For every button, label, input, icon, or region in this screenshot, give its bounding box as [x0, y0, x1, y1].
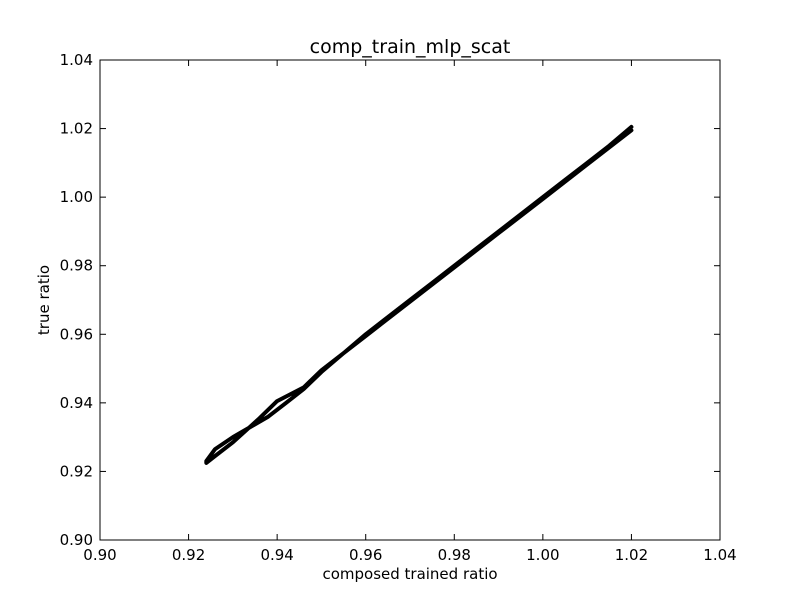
- x-axis-label: composed trained ratio: [322, 565, 497, 583]
- x-tick-label: 0.90: [83, 546, 116, 564]
- y-axis-label: true ratio: [35, 265, 53, 335]
- y-tick-label: 0.98: [60, 257, 93, 275]
- y-tick-label: 0.92: [60, 462, 93, 480]
- y-tick-label: 0.94: [60, 394, 93, 412]
- series-layer: [204, 124, 634, 465]
- x-tick-label: 0.92: [172, 546, 205, 564]
- y-tick-label: 1.02: [60, 120, 93, 138]
- y-tick-label: 0.90: [60, 531, 93, 549]
- y-tick-label: 1.04: [60, 51, 93, 69]
- data-series-line-0: [204, 124, 634, 465]
- x-tick-label: 0.98: [438, 546, 471, 564]
- y-tick-label: 1.00: [60, 188, 93, 206]
- plot-area-frame: [99, 59, 721, 541]
- x-tick-label: 1.00: [526, 546, 559, 564]
- x-tick-label: 0.96: [349, 546, 382, 564]
- y-axis-ticks: 0.90 0.92 0.94 0.96 0.98 1.00 1.02 1.04: [60, 51, 720, 549]
- x-tick-label: 1.02: [615, 546, 648, 564]
- x-tick-label: 0.94: [260, 546, 293, 564]
- chart-title: comp_train_mlp_scat: [310, 36, 511, 58]
- y-tick-label: 0.96: [60, 325, 93, 343]
- x-axis-ticks: 0.90 0.92 0.94 0.96 0.98 1.00 1.02 1.04: [83, 60, 737, 564]
- x-tick-label: 1.04: [703, 546, 736, 564]
